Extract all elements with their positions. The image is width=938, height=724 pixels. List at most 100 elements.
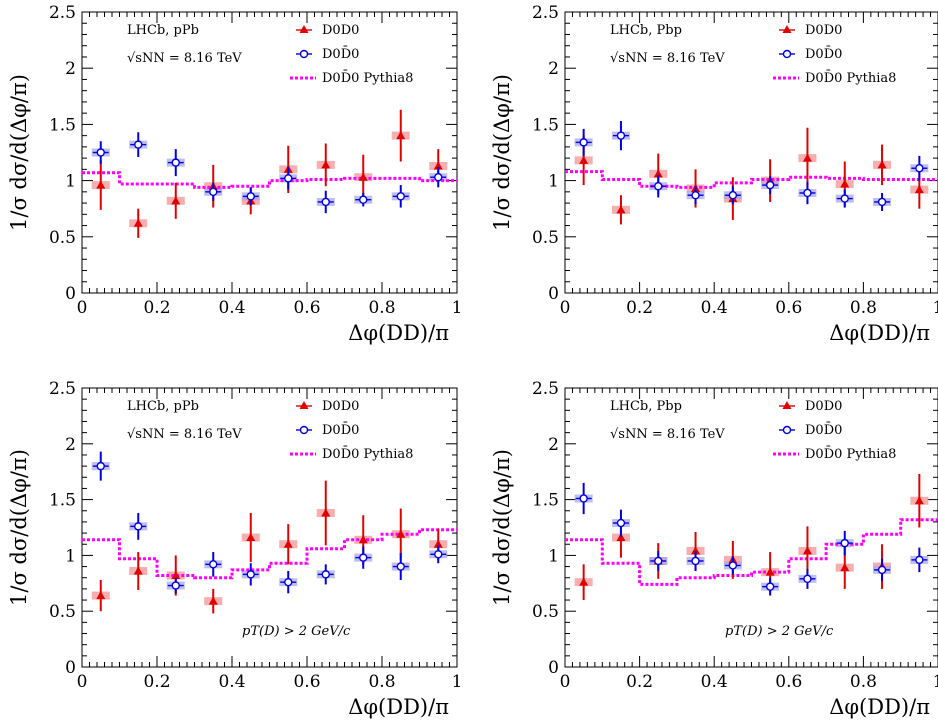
y-tick-label: 1.5 xyxy=(532,491,559,511)
marker-d0d0 xyxy=(691,546,701,555)
y-tick-label: 0.5 xyxy=(49,602,76,622)
marker-d0d0 xyxy=(877,160,887,169)
energy-label: √sNN = 8.16 TeV xyxy=(610,51,725,66)
x-tick-label: 0.6 xyxy=(775,298,802,318)
y-tick-label: 2 xyxy=(65,59,76,79)
series-pythia8-line xyxy=(82,171,457,189)
marker-d0d0 xyxy=(433,161,443,170)
x-tick-label: 0.8 xyxy=(368,672,395,692)
marker-d0d0 xyxy=(840,563,850,572)
marker-d0d0bar xyxy=(803,188,812,198)
legend-label-d0d0bar: D0D̄0 xyxy=(322,46,359,62)
marker-d0d0bar xyxy=(134,522,143,531)
marker-d0d0bar xyxy=(396,562,405,571)
y-tick-label: 0.5 xyxy=(532,602,559,622)
legend-label-d0d0bar: D0D̄0 xyxy=(805,46,842,62)
legend-label-pythia8: D0D̄0 Pythia8 xyxy=(805,70,896,86)
y-tick-label: 0 xyxy=(65,658,76,678)
marker-d0d0 xyxy=(208,596,218,605)
marker-d0d0bar xyxy=(877,565,887,575)
energy-label: √sNN = 8.16 TeV xyxy=(127,427,242,442)
x-tick-label: 1 xyxy=(933,298,938,318)
x-tick-label: 0.4 xyxy=(701,672,728,692)
legend-label-d0d0: D0D0 xyxy=(322,399,359,414)
marker-d0d0 xyxy=(840,179,850,188)
y-tick-label: 2.5 xyxy=(49,3,76,23)
marker-d0d0 xyxy=(396,131,406,140)
x-tick-label: 0.6 xyxy=(775,672,802,692)
marker-d0d0bar xyxy=(765,582,775,591)
marker-d0d0 xyxy=(171,570,181,579)
marker-d0d0bar xyxy=(579,138,588,147)
x-tick-label: 0.8 xyxy=(850,672,877,692)
y-tick-label: 2.5 xyxy=(532,3,559,23)
marker-d0d0 xyxy=(283,539,293,548)
legend-marker-d0d0 xyxy=(782,25,792,33)
marker-d0d0bar xyxy=(840,538,849,548)
experiment-label: LHCb, Pbp xyxy=(610,23,682,38)
marker-d0d0 xyxy=(246,533,256,542)
legend-label-pythia8: D0D̄0 Pythia8 xyxy=(322,70,413,86)
marker-d0d0bar xyxy=(434,550,443,559)
x-tick-label: 0.8 xyxy=(850,298,877,318)
marker-d0d0 xyxy=(321,160,331,169)
y-axis-title: 1/σ dσ/d(Δφ/π) xyxy=(490,449,514,606)
marker-d0d0 xyxy=(396,529,406,538)
marker-d0d0bar xyxy=(691,191,700,200)
chart-panel-1: 0 0.2 0.4 0.6 0.8 1 0 0.5 1 1.5 2 2.5 Δφ(DD)/π 1/σ dσ… xyxy=(7,3,462,345)
legend-marker-d0d0bar xyxy=(299,49,309,59)
legend-label-d0d0bar: D0D̄0 xyxy=(322,422,359,438)
series-pythia8-line xyxy=(565,170,938,189)
y-tick-label: 0 xyxy=(65,284,76,304)
marker-d0d0 xyxy=(616,205,626,214)
y-tick-label: 2 xyxy=(548,435,559,455)
marker-d0d0bar xyxy=(359,195,368,204)
x-tick-label: 0.4 xyxy=(218,672,245,692)
y-tick-label: 1.5 xyxy=(532,115,559,135)
y-tick-label: 1.5 xyxy=(49,491,76,511)
marker-d0d0 xyxy=(321,508,331,517)
marker-d0d0bar xyxy=(284,174,293,183)
x-tick-label: 0.4 xyxy=(701,298,728,318)
marker-d0d0 xyxy=(616,533,626,542)
x-tick-label: 0.2 xyxy=(143,672,170,692)
marker-d0d0bar xyxy=(765,180,775,190)
x-tick-label: 0.6 xyxy=(293,672,320,692)
x-tick-label: 0.2 xyxy=(626,298,653,318)
y-tick-label: 1 xyxy=(65,172,76,192)
x-tick-label: 1 xyxy=(452,672,463,692)
legend-marker-d0d0bar xyxy=(782,425,792,435)
chart-panel-3: 0 0.2 0.4 0.6 0.8 1 0 0.5 1 1.5 2 2.5 Δφ(DD)/π 1/σ dσ… xyxy=(7,379,462,719)
y-axis-title: 1/σ dσ/d(Δφ/π) xyxy=(490,74,514,231)
marker-d0d0bar xyxy=(321,197,330,207)
y-tick-label: 2.5 xyxy=(532,379,559,399)
marker-d0d0bar xyxy=(877,197,887,207)
legend-marker-d0d0bar xyxy=(299,425,309,435)
x-tick-label: 0.8 xyxy=(368,298,395,318)
marker-d0d0bar xyxy=(209,187,218,197)
marker-d0d0 xyxy=(914,185,924,194)
series-pythia8-line xyxy=(565,518,938,586)
legend-marker-d0d0 xyxy=(299,25,309,33)
y-tick-label: 2 xyxy=(548,59,559,79)
marker-d0d0bar xyxy=(728,191,738,200)
marker-d0d0bar xyxy=(915,164,924,173)
marker-d0d0bar xyxy=(96,148,105,157)
marker-d0d0 xyxy=(171,196,181,205)
marker-d0d0 xyxy=(802,153,812,162)
legend-marker-d0d0bar xyxy=(782,49,792,59)
pt-cut-label: pT(D) > 2 GeV/c xyxy=(725,624,834,639)
marker-d0d0 xyxy=(96,180,106,189)
y-tick-label: 1.5 xyxy=(49,115,76,135)
energy-label: √sNN = 8.16 TeV xyxy=(610,427,725,442)
x-tick-label: 0 xyxy=(77,672,88,692)
marker-d0d0bar xyxy=(654,182,663,191)
marker-d0d0bar xyxy=(246,192,255,201)
y-tick-label: 1 xyxy=(65,546,76,566)
marker-d0d0bar xyxy=(616,131,626,140)
marker-d0d0bar xyxy=(321,570,330,579)
x-tick-label: 0 xyxy=(560,672,571,692)
marker-d0d0bar xyxy=(803,574,812,584)
legend-label-d0d0bar: D0D̄0 xyxy=(805,422,842,438)
marker-d0d0bar xyxy=(171,158,180,167)
